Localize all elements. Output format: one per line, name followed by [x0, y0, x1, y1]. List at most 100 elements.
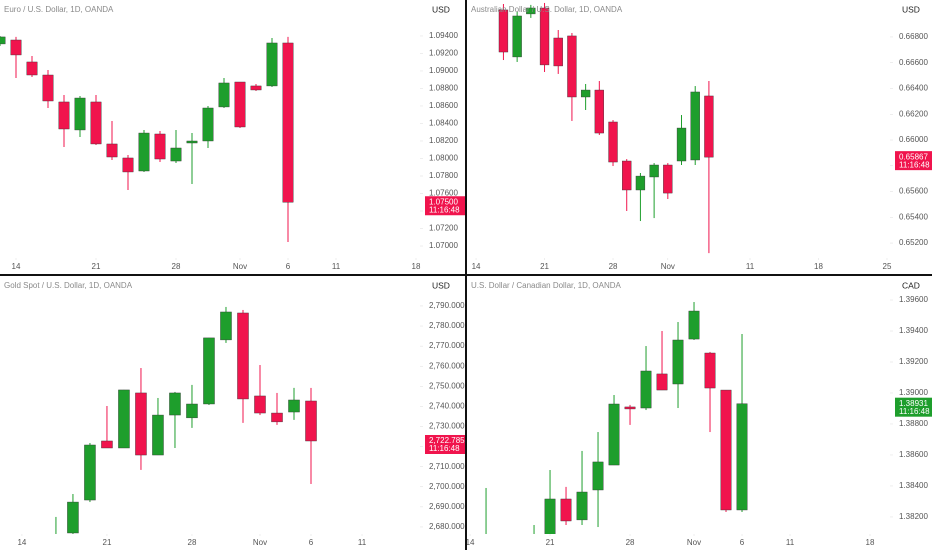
last-price-label: 0.65867: [899, 152, 928, 161]
x-tick-label: Nov: [661, 262, 675, 271]
y-tick-label: 1.09400: [429, 31, 458, 40]
y-tick-label: 2,780.000: [429, 321, 465, 330]
x-tick-label: 28: [626, 538, 635, 547]
y-tick-label: 0.65400: [899, 212, 928, 221]
candle-body: [512, 15, 522, 58]
x-tick-label: 21: [540, 262, 549, 271]
y-tick-label: 2,700.000: [429, 482, 465, 491]
candle-body: [90, 101, 102, 145]
y-tick-label: 0.65200: [899, 238, 928, 247]
candle-body: [106, 143, 118, 158]
candle-body: [254, 395, 266, 414]
candle-body: [0, 36, 6, 45]
candle-body: [152, 414, 164, 456]
candle-body: [101, 440, 113, 449]
x-tick-label: 14: [17, 538, 26, 547]
y-tick-label: 1.09200: [429, 49, 458, 58]
candle-body: [218, 82, 230, 108]
candle-body: [288, 399, 300, 413]
x-tick-label: 28: [172, 262, 181, 271]
candle-body: [624, 406, 636, 410]
candle-body: [690, 91, 700, 161]
candle-body: [526, 7, 536, 15]
candle-body: [736, 403, 748, 511]
candle-body: [234, 81, 246, 128]
y-tick-label: 1.09000: [429, 66, 458, 75]
y-tick-label: 1.07800: [429, 171, 458, 180]
y-tick-label: 1.38600: [899, 450, 928, 459]
candle-body: [122, 157, 134, 173]
x-tick-label: 11: [332, 262, 341, 271]
candle-body: [608, 403, 620, 466]
candle-body: [305, 400, 317, 442]
last-price-box: [425, 196, 467, 216]
candle-body: [118, 389, 130, 449]
chart-title: Gold Spot / U.S. Dollar, 1D, OANDA: [4, 281, 133, 290]
y-tick-label: 1.08800: [429, 84, 458, 93]
x-tick-label: 28: [188, 538, 197, 547]
chart-title: U.S. Dollar / Canadian Dollar, 1D, OANDA: [471, 281, 622, 290]
chart-title: Australian Dollar / U.S. Dollar, 1D, OAN…: [471, 5, 623, 14]
x-tick-label: 11: [786, 538, 795, 547]
x-tick-label: 14: [466, 538, 475, 547]
candle-body: [704, 95, 714, 158]
plot-area: [0, 35, 294, 242]
candle-body: [42, 74, 54, 102]
last-price-box: [895, 397, 932, 417]
last-price-label: 1.07500: [429, 197, 458, 206]
candle-body: [649, 164, 659, 178]
candle-body: [202, 107, 214, 142]
plot-area: [485, 302, 748, 534]
x-tick-label: Nov: [233, 262, 247, 271]
candle-body: [186, 403, 198, 419]
candle-body: [498, 9, 509, 53]
last-price-time: 11:16:48: [899, 160, 930, 169]
x-tick-label: 21: [92, 262, 101, 271]
y-tick-label: 1.38800: [899, 419, 928, 428]
y-tick-label: 0.65600: [899, 187, 928, 196]
y-tick-label: 2,680.000: [429, 522, 465, 531]
y-tick-label: 1.38200: [899, 512, 928, 521]
candle-body: [688, 310, 700, 340]
y-tick-label: 2,740.000: [429, 402, 465, 411]
candle-body: [704, 352, 716, 389]
candle-body: [622, 160, 632, 191]
x-tick-label: 14: [12, 262, 21, 271]
candle-body: [67, 501, 79, 534]
y-tick-label: 1.39400: [899, 326, 928, 335]
candle-body: [58, 101, 70, 130]
y-tick-label: 2,760.000: [429, 361, 465, 370]
y-tick-label: 2,710.000: [429, 462, 465, 471]
x-tick-label: 6: [309, 538, 314, 547]
candle-body: [138, 132, 150, 172]
candle-body: [580, 89, 591, 98]
y-tick-label: 1.08000: [429, 154, 458, 163]
candle-body: [250, 85, 262, 91]
x-tick-label: 18: [412, 262, 421, 271]
y-tick-label: 1.08400: [429, 119, 458, 128]
last-price-time: 11:16:48: [899, 407, 930, 416]
y-tick-label: 0.66400: [899, 84, 928, 93]
x-tick-label: 18: [814, 262, 823, 271]
last-price-time: 11:16:48: [429, 205, 460, 214]
y-tick-label: 1.07200: [429, 224, 458, 233]
candle-body: [237, 312, 249, 400]
y-tick-label: 0.66800: [899, 32, 928, 41]
candle-body: [135, 392, 147, 456]
candle-body: [10, 39, 22, 56]
y-tick-label: 1.07000: [429, 241, 458, 250]
y-tick-label: 1.08600: [429, 101, 458, 110]
candle-body: [74, 97, 86, 131]
x-tick-label: Nov: [687, 538, 701, 547]
currency-label: CAD: [902, 280, 920, 290]
candle-body: [271, 412, 283, 423]
candle-body: [676, 127, 687, 162]
candle-body: [640, 370, 652, 409]
candle-body: [203, 337, 215, 405]
y-tick-label: 2,730.000: [429, 422, 465, 431]
last-price-label: 1.38931: [899, 399, 928, 408]
x-tick-label: 28: [609, 262, 618, 271]
candle-body: [656, 373, 668, 391]
candle-body: [635, 175, 646, 191]
